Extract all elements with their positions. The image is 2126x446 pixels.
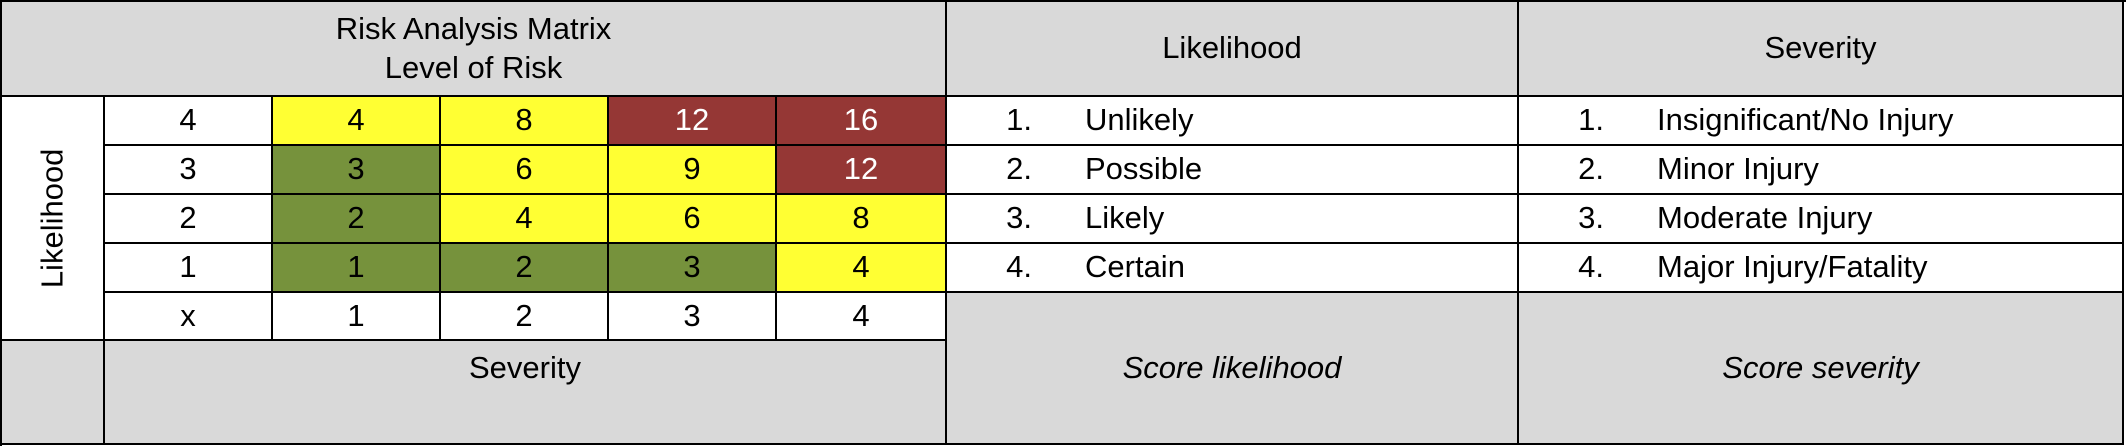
risk-cell: 9 xyxy=(609,146,777,195)
corner-label: x xyxy=(105,293,273,341)
likelihood-item-label: Certain xyxy=(1085,249,1185,285)
severity-item-number: 2. xyxy=(1578,151,1604,187)
likelihood-item-label: Likely xyxy=(1085,200,1165,236)
risk-cell: 8 xyxy=(777,195,947,244)
risk-cell: 2 xyxy=(441,244,609,293)
severity-item: 2. Minor Injury xyxy=(1519,146,2124,195)
risk-cell: 4 xyxy=(777,244,947,293)
risk-cell: 4 xyxy=(441,195,609,244)
likelihood-item-number: 2. xyxy=(1006,151,1032,187)
likelihood-item-number: 1. xyxy=(1006,102,1032,138)
risk-cell: 1 xyxy=(273,244,441,293)
matrix-title-cell: Risk Analysis Matrix Level of Risk xyxy=(2,2,947,97)
blank-corner-cell xyxy=(2,341,105,445)
likelihood-item-number: 4. xyxy=(1006,249,1032,285)
likelihood-item: 1. Unlikely xyxy=(947,97,1519,146)
severity-axis-label: Severity xyxy=(105,341,947,445)
risk-cell: 6 xyxy=(609,195,777,244)
matrix-title: Risk Analysis Matrix xyxy=(335,10,612,46)
likelihood-value: 2 xyxy=(105,195,273,244)
likelihood-item-label: Unlikely xyxy=(1085,102,1194,138)
likelihood-table-header: Likelihood xyxy=(947,2,1519,97)
risk-cell: 4 xyxy=(273,97,441,146)
severity-item-label: Insignificant/No Injury xyxy=(1657,102,1954,138)
risk-cell: 3 xyxy=(273,146,441,195)
matrix-subtitle: Level of Risk xyxy=(384,49,563,85)
likelihood-item-number: 3. xyxy=(1006,200,1032,236)
severity-item-label: Minor Injury xyxy=(1657,151,1819,187)
severity-item: 1. Insignificant/No Injury xyxy=(1519,97,2124,146)
risk-cell: 8 xyxy=(441,97,609,146)
risk-cell: 2 xyxy=(273,195,441,244)
severity-item: 3. Moderate Injury xyxy=(1519,195,2124,244)
severity-item-label: Major Injury/Fatality xyxy=(1657,249,1928,285)
severity-value: 4 xyxy=(777,293,947,341)
severity-value: 1 xyxy=(273,293,441,341)
risk-cell: 12 xyxy=(777,146,947,195)
severity-item-number: 1. xyxy=(1578,102,1604,138)
severity-item-number: 3. xyxy=(1578,200,1604,236)
severity-item-label: Moderate Injury xyxy=(1657,200,1873,236)
severity-value: 2 xyxy=(441,293,609,341)
likelihood-item-label: Possible xyxy=(1085,151,1203,187)
score-likelihood-cell: Score likelihood xyxy=(947,293,1519,445)
score-severity-cell: Score severity xyxy=(1519,293,2124,445)
likelihood-axis-label-cell: Likelihood xyxy=(2,97,105,341)
severity-table-header: Severity xyxy=(1519,2,2124,97)
risk-cell: 12 xyxy=(609,97,777,146)
severity-value: 3 xyxy=(609,293,777,341)
risk-cell: 6 xyxy=(441,146,609,195)
likelihood-item: 3. Likely xyxy=(947,195,1519,244)
likelihood-item: 4. Certain xyxy=(947,244,1519,293)
likelihood-value: 1 xyxy=(105,244,273,293)
likelihood-axis-label: Likelihood xyxy=(34,148,70,288)
severity-item-number: 4. xyxy=(1578,249,1604,285)
risk-cell: 3 xyxy=(609,244,777,293)
risk-cell: 16 xyxy=(777,97,947,146)
likelihood-value: 4 xyxy=(105,97,273,146)
likelihood-item: 2. Possible xyxy=(947,146,1519,195)
severity-item: 4. Major Injury/Fatality xyxy=(1519,244,2124,293)
likelihood-value: 3 xyxy=(105,146,273,195)
